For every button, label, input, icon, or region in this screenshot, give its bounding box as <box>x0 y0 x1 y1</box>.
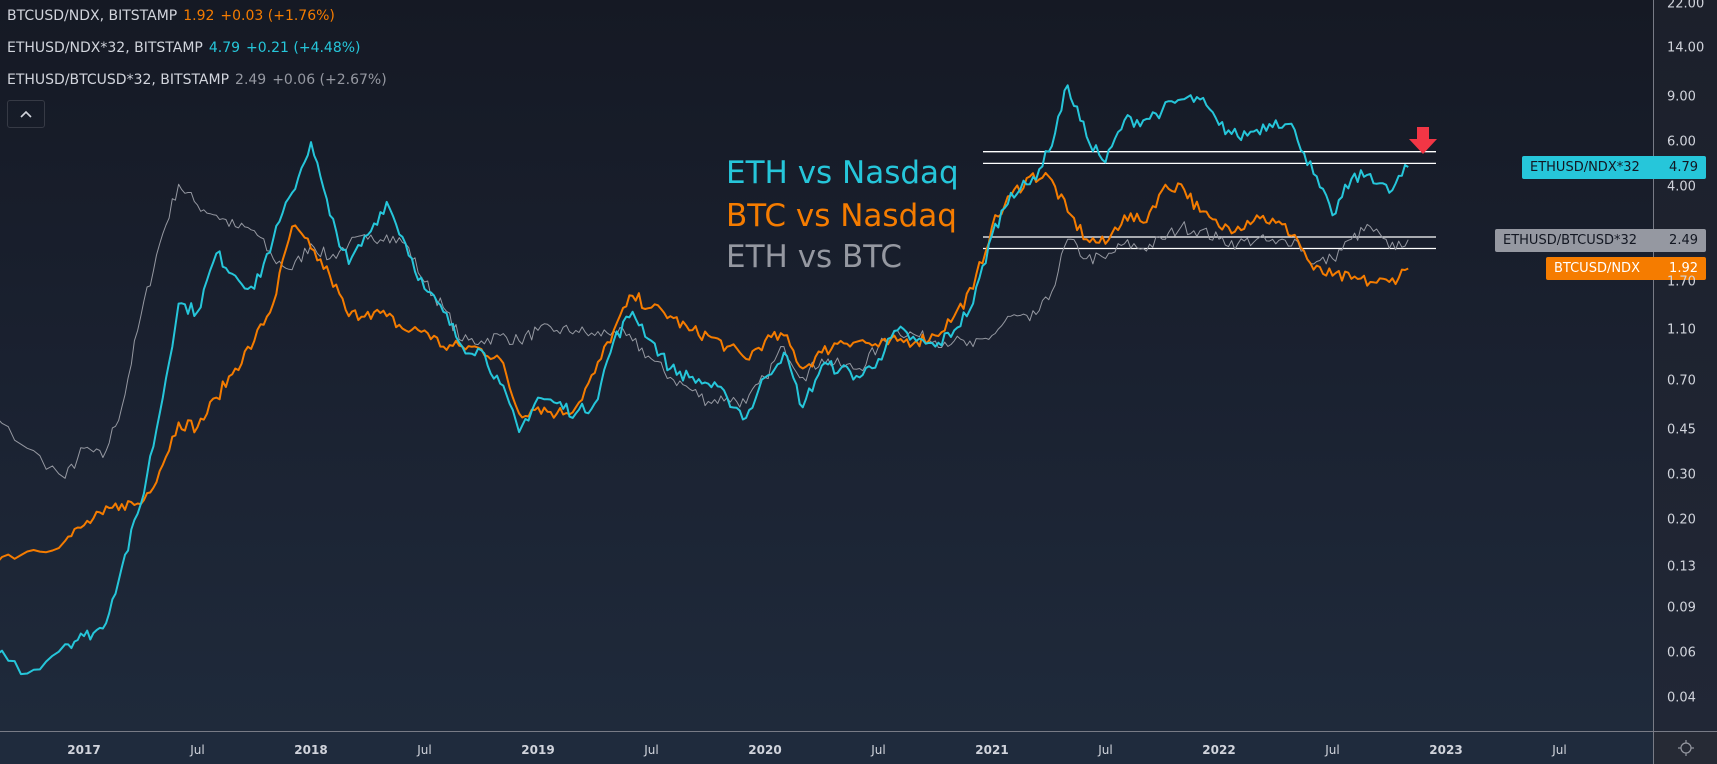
annotation-eth-nasdaq[interactable]: ETH vs Nasdaq <box>726 155 959 191</box>
x-tick-label: 2020 <box>748 743 782 757</box>
x-tick-label: Jul <box>417 743 432 757</box>
y-tick-label: 4.00 <box>1667 179 1696 195</box>
y-tick-label: 0.13 <box>1667 559 1696 575</box>
y-tick-label: 0.45 <box>1667 422 1696 438</box>
y-tick-label: 1.10 <box>1667 322 1696 338</box>
legend-btc-ndx[interactable]: BTCUSD/NDX, BITSTAMP 1.92 +0.03 (+1.76%) <box>7 8 341 24</box>
x-tick-label: Jul <box>1098 743 1113 757</box>
y-tick-label: 0.30 <box>1667 467 1696 483</box>
annotation-eth-btc[interactable]: ETH vs BTC <box>726 239 903 275</box>
y-tick-label: 0.70 <box>1667 373 1696 389</box>
collapse-legend-button[interactable] <box>7 100 45 128</box>
y-tick-label: 0.04 <box>1667 690 1696 706</box>
x-tick-label: Jul <box>644 743 659 757</box>
x-tick-label: 2018 <box>294 743 328 757</box>
legend-eth-btc[interactable]: ETHUSD/BTCUSD*32, BITSTAMP 2.49 +0.06 (+2.… <box>7 72 393 88</box>
x-tick-label: Jul <box>190 743 205 757</box>
y-tick-label: 1.70 <box>1667 274 1696 290</box>
legend-value: 4.79 <box>208 40 241 56</box>
chart-plot[interactable] <box>0 0 1653 731</box>
price-tag-value: 2.49 <box>1669 233 1698 248</box>
arrow-down-icon <box>1409 127 1437 154</box>
x-tick-label: Jul <box>1325 743 1340 757</box>
y-tick-label: 0.09 <box>1667 600 1696 616</box>
y-tick-label: 0.20 <box>1667 512 1696 528</box>
price-tag-eth-btc: ETHUSD/BTCUSD*32 2.49 <box>1495 229 1706 252</box>
chart-pane[interactable] <box>0 0 1653 731</box>
legend-eth-ndx[interactable]: ETHUSD/NDX*32, BITSTAMP 4.79 +0.21 (+4.48%… <box>7 40 367 56</box>
legend-symbol: ETHUSD/BTCUSD*32, BITSTAMP <box>7 72 230 88</box>
y-tick-label: 14.00 <box>1667 40 1705 56</box>
x-tick-label: Jul <box>871 743 886 757</box>
price-axis[interactable] <box>1653 0 1717 731</box>
annotation-btc-nasdaq[interactable]: BTC vs Nasdaq <box>726 198 957 234</box>
price-tag-btc-ndx: BTCUSD/NDX 1.92 <box>1546 257 1706 280</box>
price-tag-label: BTCUSD/NDX <box>1554 261 1640 276</box>
legend-symbol: BTCUSD/NDX, BITSTAMP <box>7 8 178 24</box>
x-tick-label: 2019 <box>521 743 555 757</box>
x-tick-label: 2023 <box>1429 743 1463 757</box>
series-line-ethusd-ndx-32 <box>0 84 1409 676</box>
x-tick-label: 2022 <box>1202 743 1236 757</box>
legend-value: 2.49 <box>235 72 267 88</box>
series-line-ethusd-btcusd-32 <box>0 183 1409 479</box>
x-tick-label: 2021 <box>975 743 1009 757</box>
price-tag-label: ETHUSD/BTCUSD*32 <box>1503 233 1638 248</box>
x-tick-label: Jul <box>1552 743 1567 757</box>
time-axis[interactable] <box>0 731 1653 764</box>
y-tick-label: 9.00 <box>1667 89 1696 105</box>
legend-symbol: ETHUSD/NDX*32, BITSTAMP <box>7 40 203 56</box>
y-tick-label: 0.06 <box>1667 645 1696 661</box>
price-tag-value: 1.92 <box>1669 261 1698 276</box>
gear-icon <box>1677 740 1694 756</box>
y-tick-label: 22.00 <box>1667 0 1705 12</box>
price-tag-label: ETHUSD/NDX*32 <box>1530 160 1640 175</box>
legend-change: +0.06 (+2.67%) <box>272 72 387 88</box>
legend-change: +0.03 (+1.76%) <box>220 8 335 24</box>
chevron-up-icon <box>20 110 32 118</box>
legend-value: 1.92 <box>183 8 215 24</box>
x-tick-label: 2017 <box>67 743 101 757</box>
price-tag-eth-ndx: ETHUSD/NDX*32 4.79 <box>1522 156 1706 179</box>
series-line-btcusd-ndx <box>0 171 1409 561</box>
y-tick-label: 6.00 <box>1667 134 1696 150</box>
settings-button[interactable] <box>1653 731 1717 764</box>
price-tag-value: 4.79 <box>1669 160 1698 175</box>
legend-change: +0.21 (+4.48%) <box>246 40 361 56</box>
